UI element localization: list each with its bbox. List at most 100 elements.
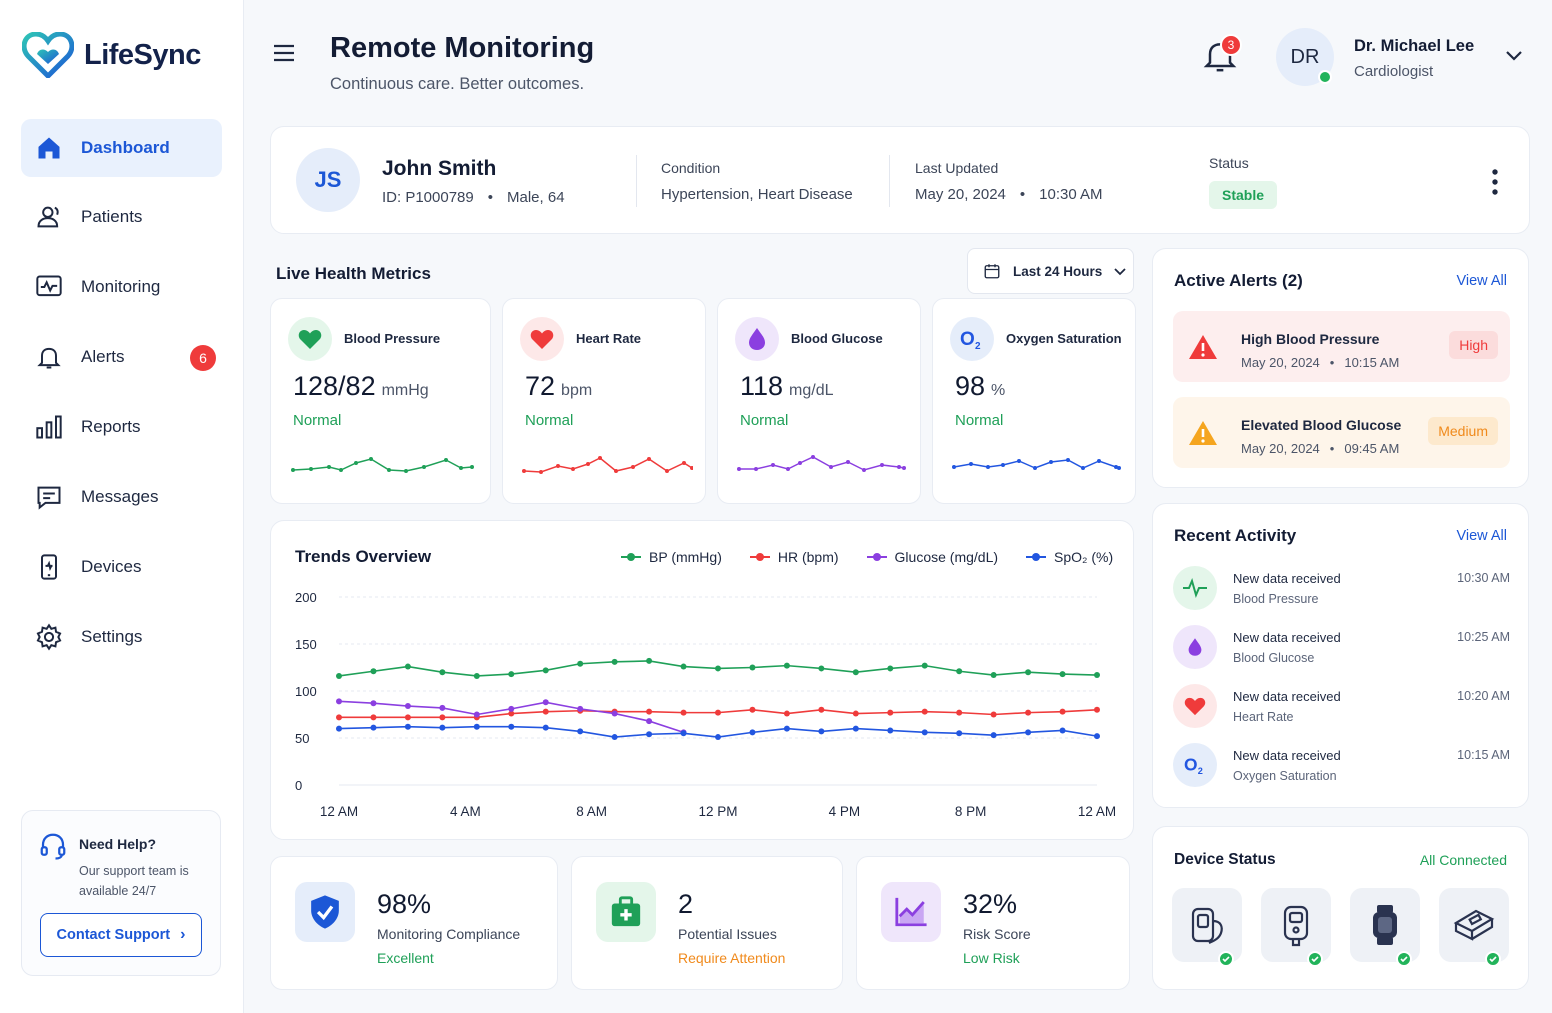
data-point	[783, 662, 790, 669]
data-point	[956, 709, 963, 716]
x-tick-label: 12 AM	[320, 804, 358, 819]
connected-check-icon	[1218, 951, 1234, 967]
patient-id: ID: P1000789	[382, 189, 474, 206]
device-status-title: Device Status	[1174, 851, 1276, 868]
data-point	[1059, 727, 1066, 734]
metric-card-heart-rate[interactable]: Heart Rate 72 bpm Normal	[502, 298, 706, 504]
data-point	[921, 729, 928, 736]
alert-time: 09:45 AM	[1344, 441, 1400, 456]
stat-sub: Excellent	[377, 950, 434, 966]
activity-view-all-link[interactable]: View All	[1456, 528, 1507, 544]
home-icon	[38, 137, 60, 159]
metric-status: Normal	[525, 412, 574, 429]
glucose-meter-icon	[1283, 905, 1309, 947]
sidebar-item-alerts[interactable]: Alerts 6	[21, 328, 222, 386]
gear-icon	[36, 623, 62, 651]
device-status-summary: All Connected	[1419, 852, 1507, 868]
legend-label: HR (bpm)	[777, 549, 839, 565]
sidebar-item-monitoring[interactable]: Monitoring	[21, 258, 222, 316]
activity-item[interactable]: New data received Heart Rate 10:20 AM	[1173, 684, 1510, 734]
metric-value: 118 mg/dL	[740, 371, 834, 402]
shield-check-icon	[311, 895, 339, 929]
sidebar-item-dashboard[interactable]: Dashboard	[21, 119, 222, 177]
user-role: Cardiologist	[1354, 63, 1434, 80]
active-alerts-card: Active Alerts (2) View All High Blood Pr…	[1152, 248, 1529, 488]
stat-card-compliance[interactable]: 98% Monitoring Compliance Excellent	[270, 856, 558, 990]
metric-value-number: 98	[955, 371, 986, 401]
data-point	[577, 728, 584, 735]
menu-toggle-button[interactable]	[272, 43, 296, 63]
sparkline-blood-pressure	[291, 457, 474, 473]
contact-support-button[interactable]: Contact Support ›	[40, 913, 202, 957]
logo[interactable]: LifeSync	[22, 32, 201, 78]
legend-item-spo2[interactable]: SpO₂ (%)	[1026, 549, 1113, 565]
sidebar-item-patients[interactable]: Patients	[21, 188, 222, 246]
metric-title: Oxygen Saturation	[1006, 331, 1122, 346]
avatar[interactable]: DR	[1276, 28, 1334, 86]
data-point	[611, 734, 618, 741]
legend-item-hr[interactable]: HR (bpm)	[749, 549, 839, 565]
divider	[889, 155, 890, 207]
sidebar-item-devices[interactable]: Devices	[21, 538, 222, 596]
stat-icon-bg	[596, 882, 656, 942]
connected-check-icon	[1396, 951, 1412, 967]
device-glucose-meter[interactable]	[1261, 888, 1331, 967]
svg-text:2: 2	[975, 341, 981, 351]
stat-card-risk[interactable]: 32% Risk Score Low Risk	[856, 856, 1130, 990]
svg-text:O: O	[960, 329, 975, 350]
activity-item[interactable]: New data received Blood Glucose 10:25 AM	[1173, 625, 1510, 675]
stat-card-issues[interactable]: 2 Potential Issues Require Attention	[571, 856, 843, 990]
droplet-icon	[1188, 638, 1202, 656]
device-bp-monitor[interactable]	[1172, 888, 1242, 967]
user-menu-toggle[interactable]	[1504, 48, 1524, 67]
separator-dot: •	[1329, 355, 1335, 370]
data-point	[646, 657, 653, 664]
message-icon	[37, 486, 61, 510]
alert-date: May 20, 2024	[1241, 355, 1320, 370]
data-point	[818, 665, 825, 672]
data-point	[336, 698, 342, 705]
heart-logo-icon	[22, 32, 74, 78]
connected-check-icon	[1307, 951, 1323, 967]
stat-value: 98%	[377, 889, 432, 919]
data-point	[611, 658, 618, 665]
metric-card-blood-pressure[interactable]: Blood Pressure 128/82 mmHg Normal	[270, 298, 491, 504]
metric-title: Heart Rate	[576, 331, 642, 346]
activity-title: New data received	[1233, 630, 1341, 645]
alert-meta: May 20, 2024 • 10:15 AM	[1241, 355, 1399, 370]
metric-title: Blood Glucose	[791, 331, 883, 346]
chevron-down-icon	[1506, 51, 1522, 61]
sidebar-item-messages[interactable]: Messages	[21, 468, 222, 526]
status-badge: Stable	[1209, 181, 1278, 209]
stat-label: Monitoring Compliance	[377, 926, 521, 942]
metric-status: Normal	[740, 412, 789, 429]
metric-icon-bg	[520, 317, 564, 361]
device-pulse-oximeter[interactable]	[1439, 888, 1509, 967]
alert-item-high-bp[interactable]: High Blood Pressure May 20, 2024 • 10:15 A…	[1173, 311, 1510, 382]
metric-unit: mg/dL	[789, 382, 834, 399]
activity-title: Recent Activity	[1174, 526, 1297, 545]
notifications-button[interactable]: 3	[1200, 34, 1242, 76]
metric-card-blood-glucose[interactable]: Blood Glucose 118 mg/dL Normal	[717, 298, 921, 504]
alert-title: Elevated Blood Glucose	[1241, 417, 1402, 433]
more-options-button[interactable]	[1485, 167, 1505, 197]
time-range-select[interactable]: Last 24 Hours	[967, 248, 1134, 294]
help-title: Need Help?	[79, 836, 157, 852]
warning-icon	[1189, 335, 1217, 359]
legend-item-bp[interactable]: BP (mmHg)	[621, 549, 722, 565]
alerts-view-all-link[interactable]: View All	[1456, 273, 1507, 289]
device-smartwatch[interactable]	[1350, 888, 1420, 967]
legend-item-glucose[interactable]: Glucose (mg/dL)	[866, 549, 998, 565]
activity-item[interactable]: New data received Blood Pressure 10:30 A…	[1173, 566, 1510, 616]
sidebar-item-reports[interactable]: Reports	[21, 398, 222, 456]
stat-icon-bg	[881, 882, 941, 942]
y-tick-label: 50	[295, 731, 309, 746]
last-updated-label: Last Updated	[915, 160, 999, 176]
alert-item-elevated-glucose[interactable]: Elevated Blood Glucose May 20, 2024 • 09:4…	[1173, 397, 1510, 468]
data-point	[439, 724, 446, 731]
metric-unit: mmHg	[381, 382, 429, 399]
sidebar-item-settings[interactable]: Settings	[21, 608, 222, 666]
